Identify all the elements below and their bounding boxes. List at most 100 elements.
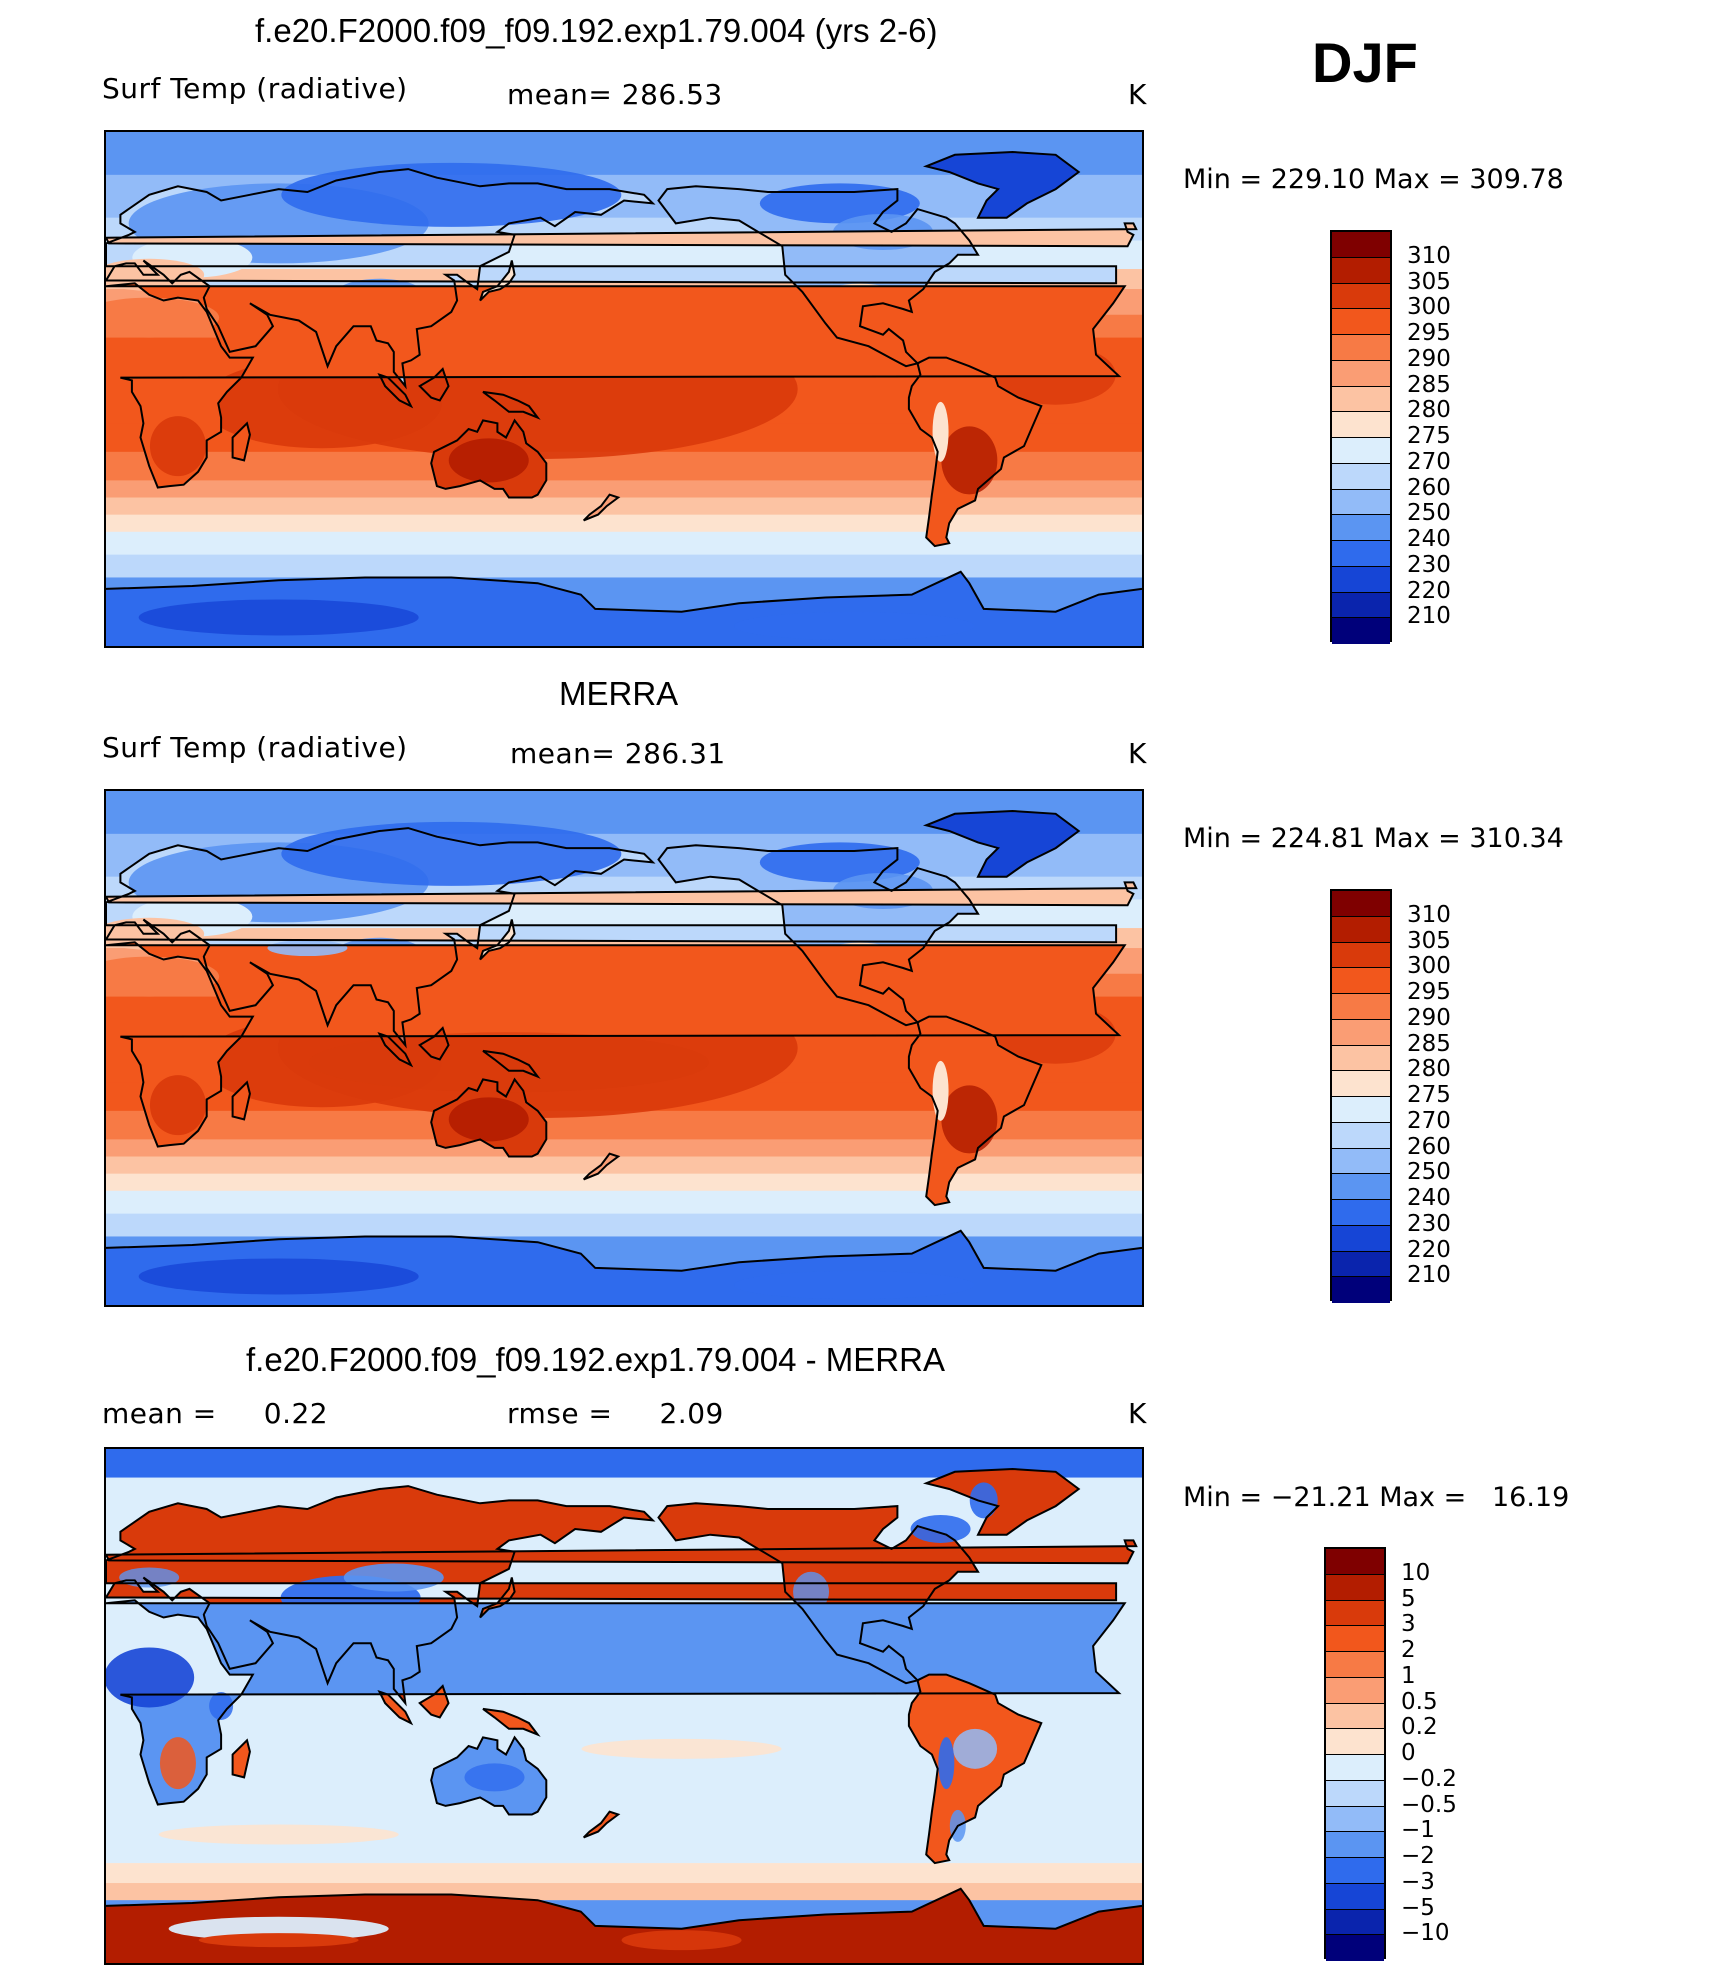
colorbar-tick-label: −3	[1401, 1868, 1435, 1895]
colorbar-tick-label: 260	[1407, 1133, 1451, 1160]
panel3-mean: mean = 0.22	[102, 1397, 329, 1430]
colorbar-tick-label: 305	[1407, 927, 1451, 954]
colorbar-swatch	[1332, 257, 1390, 284]
colorbar-swatch	[1326, 1729, 1384, 1755]
colorbar-swatch	[1332, 463, 1390, 490]
colorbar-tick-label: −5	[1401, 1894, 1435, 1921]
colorbar-swatch	[1332, 489, 1390, 516]
panel1-map	[104, 130, 1144, 648]
colorbar-tick-label: 1	[1401, 1662, 1416, 1689]
panel1-mean: mean= 286.53	[507, 78, 723, 111]
panel2-title: MERRA	[559, 675, 679, 712]
colorbar-tick-label: 3	[1401, 1611, 1416, 1638]
colorbar-tick-label: 280	[1407, 1056, 1451, 1083]
colorbar-swatch	[1326, 1780, 1384, 1807]
colorbar-tick-label: −0.2	[1401, 1765, 1457, 1792]
colorbar-tick-label: 260	[1407, 474, 1451, 501]
panel3-rmse: rmse = 2.09	[507, 1397, 724, 1430]
colorbar-swatch	[1326, 1652, 1384, 1678]
colorbar-tick-label: −0.5	[1401, 1791, 1457, 1818]
panel1-minmax: Min = 229.10 Max = 309.78	[1183, 164, 1564, 195]
colorbar-tick-label: 5	[1401, 1585, 1416, 1612]
colorbar-swatch	[1332, 891, 1390, 917]
panel2-variable: Surf Temp (radiative)	[102, 731, 408, 764]
colorbar-swatch	[1332, 916, 1390, 943]
colorbar-tick-label: 295	[1407, 320, 1451, 346]
colorbar-tick-label: 220	[1407, 577, 1451, 604]
panel3-title: f.e20.F2000.f09_f09.192.exp1.79.004 - ME…	[246, 1341, 945, 1378]
colorbar-swatch	[1332, 1019, 1390, 1046]
colorbar-swatch	[1332, 1251, 1390, 1278]
colorbar-swatch	[1332, 515, 1390, 541]
panel1-title: f.e20.F2000.f09_f09.192.exp1.79.004 (yrs…	[255, 12, 938, 49]
panel3-minmax: Min = −21.21 Max = 16.19	[1183, 1482, 1570, 1513]
colorbar-swatch	[1326, 1832, 1384, 1858]
panel2-minmax: Min = 224.81 Max = 310.34	[1183, 823, 1564, 854]
colorbar-swatch	[1332, 1122, 1390, 1149]
colorbar-swatch	[1326, 1883, 1384, 1910]
colorbar-tick-label: 220	[1407, 1236, 1451, 1263]
colorbar-tick-label: 2	[1401, 1637, 1416, 1663]
panel3-unit: K	[1128, 1397, 1147, 1430]
colorbar-swatch	[1332, 1148, 1390, 1175]
colorbar-tick-label: 240	[1407, 1185, 1451, 1211]
colorbar-tick-label: 275	[1407, 423, 1451, 449]
panel2-unit: K	[1128, 737, 1147, 770]
panel1-variable: Surf Temp (radiative)	[102, 72, 408, 105]
colorbar-swatch	[1332, 335, 1390, 361]
panel2-map	[104, 789, 1144, 1307]
colorbar-tick-label: 285	[1407, 371, 1451, 398]
colorbar-tick-label: 250	[1407, 1159, 1451, 1186]
colorbar-tick-label: 310	[1407, 242, 1451, 269]
colorbar-tick-label: 250	[1407, 500, 1451, 527]
colorbar-swatch	[1326, 1574, 1384, 1601]
colorbar-swatch	[1332, 1225, 1390, 1252]
colorbar-swatch	[1332, 412, 1390, 438]
colorbar-tick-label: −10	[1401, 1920, 1450, 1947]
colorbar-swatch	[1326, 1549, 1384, 1575]
panel2-mean: mean= 286.31	[510, 737, 726, 770]
colorbar-tick-label: 310	[1407, 901, 1451, 928]
colorbar-tick-label: 305	[1407, 268, 1451, 295]
panel3-colorbar	[1324, 1547, 1386, 1961]
colorbar-tick-label: 275	[1407, 1082, 1451, 1108]
colorbar-swatch	[1332, 942, 1390, 969]
colorbar-tick-label: −2	[1401, 1843, 1435, 1869]
colorbar-swatch	[1326, 1858, 1384, 1884]
panel1-colorbar	[1330, 230, 1392, 644]
colorbar-swatch	[1326, 1600, 1384, 1627]
colorbar-swatch	[1326, 1703, 1384, 1730]
colorbar-tick-label: 0	[1401, 1740, 1416, 1766]
colorbar-swatch	[1332, 1277, 1390, 1303]
colorbar-swatch	[1332, 994, 1390, 1020]
panel1-unit: K	[1128, 78, 1147, 111]
colorbar-tick-label: 280	[1407, 397, 1451, 424]
colorbar-tick-label: 295	[1407, 979, 1451, 1005]
colorbar-swatch	[1332, 592, 1390, 619]
colorbar-swatch	[1326, 1677, 1384, 1704]
colorbar-tick-label: 0.2	[1401, 1714, 1438, 1741]
colorbar-swatch	[1332, 968, 1390, 994]
colorbar-tick-label: 290	[1407, 345, 1451, 372]
colorbar-swatch	[1326, 1626, 1384, 1652]
colorbar-swatch	[1332, 360, 1390, 387]
colorbar-swatch	[1326, 1806, 1384, 1833]
colorbar-tick-label: −1	[1401, 1817, 1435, 1844]
colorbar-tick-label: 230	[1407, 1210, 1451, 1237]
colorbar-swatch	[1332, 1174, 1390, 1200]
colorbar-swatch	[1332, 232, 1390, 258]
colorbar-tick-label: 210	[1407, 1262, 1451, 1289]
colorbar-swatch	[1332, 438, 1390, 464]
colorbar-tick-label: 285	[1407, 1030, 1451, 1057]
colorbar-tick-label: 0.5	[1401, 1688, 1438, 1715]
colorbar-swatch	[1332, 1200, 1390, 1226]
colorbar-swatch	[1332, 1097, 1390, 1123]
colorbar-tick-label: 210	[1407, 603, 1451, 630]
colorbar-tick-label: 240	[1407, 526, 1451, 552]
colorbar-swatch	[1326, 1935, 1384, 1961]
colorbar-swatch	[1332, 309, 1390, 335]
colorbar-tick-label: 300	[1407, 953, 1451, 980]
colorbar-tick-label: 300	[1407, 294, 1451, 321]
colorbar-swatch	[1332, 566, 1390, 593]
colorbar-tick-label: 230	[1407, 551, 1451, 578]
